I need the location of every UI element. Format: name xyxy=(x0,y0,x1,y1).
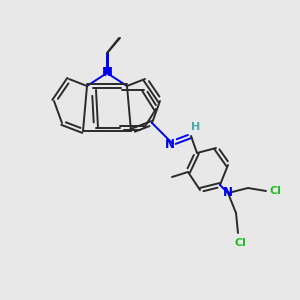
Text: Cl: Cl xyxy=(269,186,281,196)
Text: H: H xyxy=(191,122,201,132)
Text: N: N xyxy=(223,187,233,200)
Text: N: N xyxy=(103,65,113,79)
Text: Cl: Cl xyxy=(234,238,246,248)
Text: N: N xyxy=(102,67,112,80)
Text: N: N xyxy=(165,139,175,152)
